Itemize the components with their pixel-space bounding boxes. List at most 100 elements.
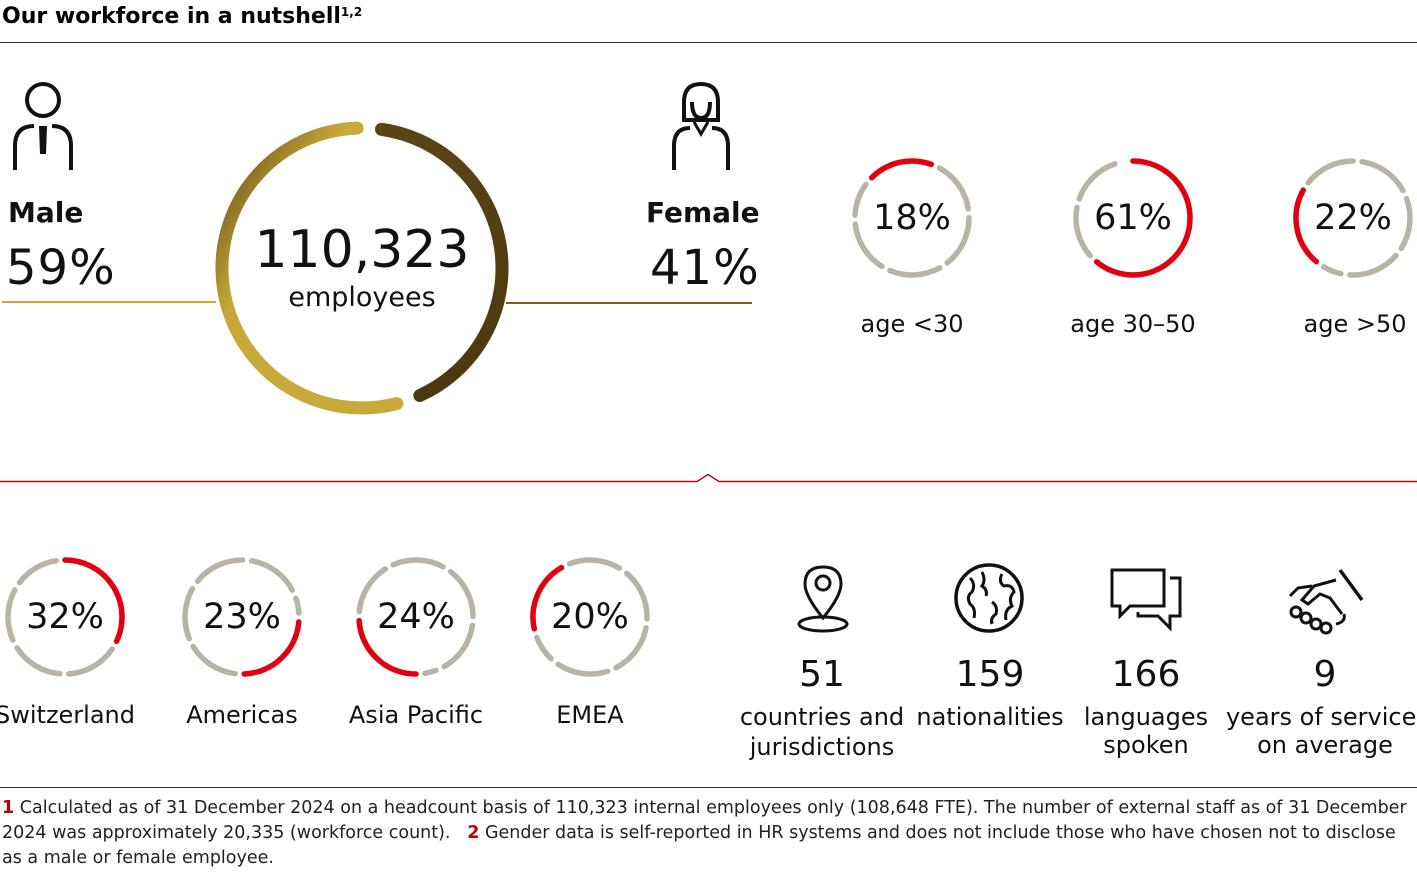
age-under-30-label: age <30 bbox=[860, 310, 964, 338]
region-ring-emea bbox=[525, 552, 655, 682]
section-divider bbox=[0, 474, 1417, 483]
footnotes: 1 Calculated as of 31 December 2024 on a… bbox=[2, 796, 1417, 871]
ring-remainder-segment bbox=[1347, 252, 1399, 278]
footnote-1-text: Calculated as of 31 December 2024 on a h… bbox=[2, 798, 1407, 843]
ring-remainder-segment bbox=[944, 215, 972, 266]
region-ring-americas bbox=[177, 552, 307, 682]
title-divider bbox=[0, 42, 1417, 43]
region-switzerland-pct: 32% bbox=[26, 597, 104, 637]
age-30-50-label: age 30–50 bbox=[1070, 310, 1196, 338]
region-ring-switzerland bbox=[0, 552, 130, 682]
ring-remainder-segment bbox=[566, 557, 623, 571]
ring-remainder-segment bbox=[390, 557, 446, 570]
ring-remainder-segment bbox=[447, 568, 476, 620]
handshake-icon bbox=[1288, 568, 1364, 635]
ring-highlight-segment bbox=[241, 619, 302, 677]
stat-nationalities-label-line1: nationalities bbox=[916, 703, 1064, 731]
ring-remainder-segment bbox=[623, 570, 650, 622]
ring-remainder-segment bbox=[1076, 161, 1118, 202]
age-30-50-pct: 61% bbox=[1094, 198, 1172, 238]
ring-remainder-segment bbox=[5, 587, 18, 643]
age-ring-30-50 bbox=[1068, 153, 1198, 283]
ring-remainder-segment bbox=[852, 181, 869, 218]
ring-remainder-segment bbox=[852, 221, 885, 270]
stat-nationalities-value: 159 bbox=[955, 654, 1025, 695]
female-connector-line bbox=[506, 302, 752, 304]
stat-languages-label-line2: spoken bbox=[1103, 731, 1189, 759]
age-over-50-label: age >50 bbox=[1303, 310, 1407, 338]
age-under-30-pct: 18% bbox=[873, 198, 951, 238]
stat-languages-label: languages spoken bbox=[1056, 703, 1236, 759]
footnote-1-marker: 1 bbox=[2, 798, 15, 818]
footnote-2-text: Gender data is self-reported in HR syste… bbox=[2, 823, 1396, 868]
region-switzerland-label: Switzerland bbox=[0, 701, 135, 729]
ring-remainder-segment bbox=[936, 165, 972, 212]
female-value: 41% bbox=[650, 240, 760, 296]
ring-remainder-segment bbox=[1320, 264, 1344, 277]
stat-languages-value: 166 bbox=[1111, 654, 1181, 695]
stat-countries-label-line2: jurisdictions bbox=[749, 733, 895, 761]
stat-countries-label-line1: countries and bbox=[739, 703, 905, 731]
ring-remainder-segment bbox=[422, 667, 439, 677]
ring-highlight-segment bbox=[356, 617, 419, 677]
location-pin-icon bbox=[797, 565, 849, 633]
stat-years-value: 9 bbox=[1313, 654, 1337, 695]
speech-bubbles-icon bbox=[1110, 568, 1182, 632]
region-americas-pct: 23% bbox=[203, 597, 281, 637]
ring-remainder-segment bbox=[441, 622, 476, 670]
stat-years-label-line1: years of service, bbox=[1225, 703, 1417, 731]
stat-countries-value: 51 bbox=[799, 654, 845, 695]
footnote-2-marker: 2 bbox=[467, 823, 480, 843]
female-label: Female bbox=[646, 196, 760, 229]
gender-donut-segments bbox=[215, 121, 509, 415]
page-title: Our workforce in a nutshell1,2 bbox=[2, 4, 363, 29]
ring-remainder-segment bbox=[293, 595, 302, 616]
ring-highlight-segment bbox=[62, 557, 125, 645]
male-value: 59% bbox=[6, 240, 116, 296]
ring-remainder-segment bbox=[182, 585, 196, 642]
stat-languages-label-line1: languages bbox=[1083, 703, 1209, 731]
employee-count-label: employees bbox=[288, 282, 436, 313]
male-label: Male bbox=[8, 196, 84, 229]
stat-years-label-line2: on average bbox=[1257, 731, 1393, 759]
ring-remainder-segment bbox=[194, 557, 246, 585]
region-emea-label: EMEA bbox=[556, 701, 624, 729]
ring-remainder-segment bbox=[534, 634, 554, 662]
male-connector-line bbox=[2, 301, 216, 303]
ring-remainder-segment bbox=[887, 265, 943, 278]
ring-remainder-segment bbox=[1073, 204, 1093, 259]
ring-remainder-segment bbox=[1398, 195, 1413, 252]
region-emea-pct: 20% bbox=[551, 597, 629, 637]
globe-icon bbox=[954, 563, 1024, 633]
region-asia-pacific-pct: 24% bbox=[377, 597, 455, 637]
ring-highlight-segment bbox=[530, 564, 565, 632]
title-footnote-ref: 1,2 bbox=[340, 5, 363, 19]
gender-donut bbox=[215, 121, 509, 415]
ring-remainder-segment bbox=[613, 625, 649, 671]
employee-count: 110,323 bbox=[254, 220, 470, 280]
ring-remainder-segment bbox=[1359, 158, 1406, 194]
region-asia-pacific-label: Asia Pacific bbox=[348, 701, 484, 729]
footnote-divider bbox=[0, 787, 1417, 788]
age-over-50-pct: 22% bbox=[1314, 198, 1392, 238]
ring-remainder-segment bbox=[248, 558, 295, 593]
ring-highlight-segment bbox=[1293, 187, 1320, 265]
ring-remainder-segment bbox=[1305, 158, 1356, 186]
age-ring-over-50 bbox=[1288, 153, 1417, 283]
ring-remainder-segment bbox=[555, 661, 611, 677]
region-ring-asia-pacific bbox=[351, 552, 481, 682]
ring-remainder-segment bbox=[190, 643, 238, 677]
gender-donut-segment-female bbox=[374, 122, 509, 402]
stat-nationalities-label: nationalities bbox=[900, 703, 1080, 731]
ring-remainder-segment bbox=[356, 566, 389, 615]
ring-remainder-segment bbox=[16, 557, 59, 586]
region-americas-label: Americas bbox=[186, 701, 298, 729]
male-person-icon bbox=[13, 82, 73, 170]
ring-remainder-segment bbox=[66, 646, 115, 677]
gender-donut-segment-male bbox=[215, 121, 404, 415]
ring-highlight-segment bbox=[868, 158, 935, 181]
age-ring-under-30 bbox=[847, 153, 977, 283]
stat-years-label: years of service, on average bbox=[1225, 703, 1417, 759]
ring-highlight-segment bbox=[1093, 158, 1193, 278]
female-person-icon bbox=[672, 81, 730, 170]
